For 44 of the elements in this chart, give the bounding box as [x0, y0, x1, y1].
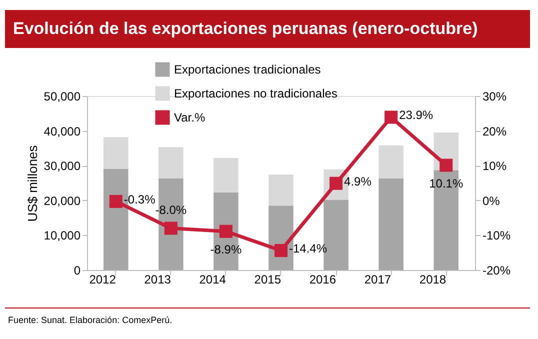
bar: [214, 158, 238, 192]
x-tick-label: 2015: [254, 272, 282, 286]
y-tick-label: 0: [74, 264, 81, 278]
y-tick-label: 20,000: [44, 194, 81, 208]
x-tick-label: 2013: [144, 272, 172, 286]
y-tick-label: 10,000: [44, 228, 81, 243]
data-label: -0.3%: [124, 192, 156, 206]
x-tick-label: 2017: [364, 272, 392, 286]
source-note: Fuente: Sunat. Elaboración: ComexPerú.: [8, 315, 172, 325]
y-tick-label: 50,000: [44, 90, 81, 104]
bar: [158, 147, 184, 178]
chart-title: Evolución de las exportaciones peruanas (enero-octubre): [13, 19, 478, 38]
x-tick-label: 2012: [89, 272, 116, 286]
y2-tick-label: -20%: [482, 264, 511, 278]
x-tick-label: 2018: [419, 272, 446, 286]
point: [440, 158, 453, 172]
x-tick-label: 2014: [199, 272, 226, 286]
point: [164, 222, 178, 235]
x-tick-label: 2016: [309, 272, 336, 286]
data-label: 4.9%: [344, 174, 372, 188]
data-label: 23.9%: [399, 108, 434, 122]
point: [274, 244, 288, 258]
point: [109, 194, 122, 208]
legend-label: Exportaciones no tradicionales: [174, 86, 338, 100]
point: [219, 224, 232, 238]
y-tick-label: 40,000: [44, 124, 81, 138]
y-axis-title: US$ millones: [24, 144, 40, 222]
data-label: -14.4%: [289, 242, 328, 256]
legend-label: Exportaciones tradicionales: [174, 62, 321, 76]
bar: [378, 178, 404, 270]
data-label: -8.9%: [210, 242, 242, 256]
bar: [378, 145, 404, 178]
point: [384, 110, 398, 124]
y2-tick-label: 20%: [482, 124, 507, 138]
y2-tick-label: 10%: [482, 159, 507, 174]
y2-tick-label: 30%: [482, 90, 507, 104]
data-label: 10.1%: [429, 176, 464, 190]
legend-label: Var.%: [174, 110, 206, 124]
bar: [268, 174, 294, 206]
y2-tick-label: -10%: [482, 228, 511, 243]
y2-tick-label: 0%: [482, 194, 500, 208]
data-label: -8.0%: [155, 203, 187, 218]
y-tick-label: 30,000: [44, 159, 81, 174]
bar: [104, 137, 128, 169]
